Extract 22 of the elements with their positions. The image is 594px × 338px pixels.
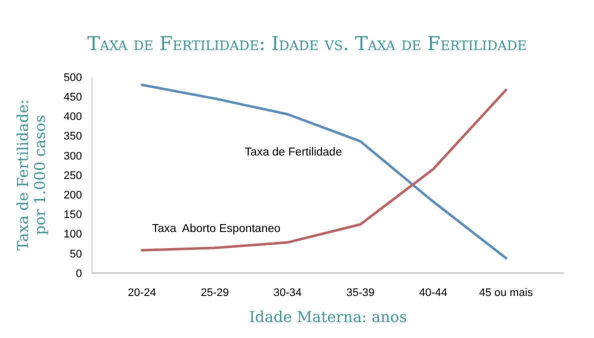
y-tick-label: 50 bbox=[70, 248, 82, 260]
y-tick-label: 500 bbox=[64, 72, 82, 84]
y-tick-label: 450 bbox=[64, 91, 82, 104]
x-tick-label: 20-24 bbox=[128, 287, 156, 299]
y-tick-label: 350 bbox=[64, 130, 82, 143]
chart-title: Taxa de Fertilidade: Idade vs. Taxa de Fertilidade bbox=[87, 33, 527, 55]
x-axis-title: Idade Materna: anos bbox=[249, 308, 407, 326]
y-tick-label: 0 bbox=[76, 268, 82, 280]
y-tick-label: 100 bbox=[64, 228, 82, 241]
y-tick-label: 150 bbox=[64, 209, 82, 222]
x-tick-label: 40-44 bbox=[419, 287, 448, 299]
x-tick-label: 35-39 bbox=[346, 287, 374, 299]
y-tick-label: 300 bbox=[64, 150, 82, 162]
series-label: Taxa Aborto Espontaneo bbox=[152, 222, 281, 235]
y-tick-label: 200 bbox=[64, 189, 82, 202]
x-tick-label: 30-34 bbox=[274, 287, 302, 299]
y-axis-title: Taxa de Fertilidade: por 1.000 casos bbox=[14, 99, 49, 251]
y-tick-label: 250 bbox=[64, 170, 82, 182]
y-tick-label: 400 bbox=[64, 111, 82, 124]
x-tick-label: 25-29 bbox=[200, 287, 229, 299]
x-tick-label: 45 ou mais bbox=[479, 287, 534, 299]
series-label: Taxa de Fertilidade bbox=[244, 146, 342, 158]
